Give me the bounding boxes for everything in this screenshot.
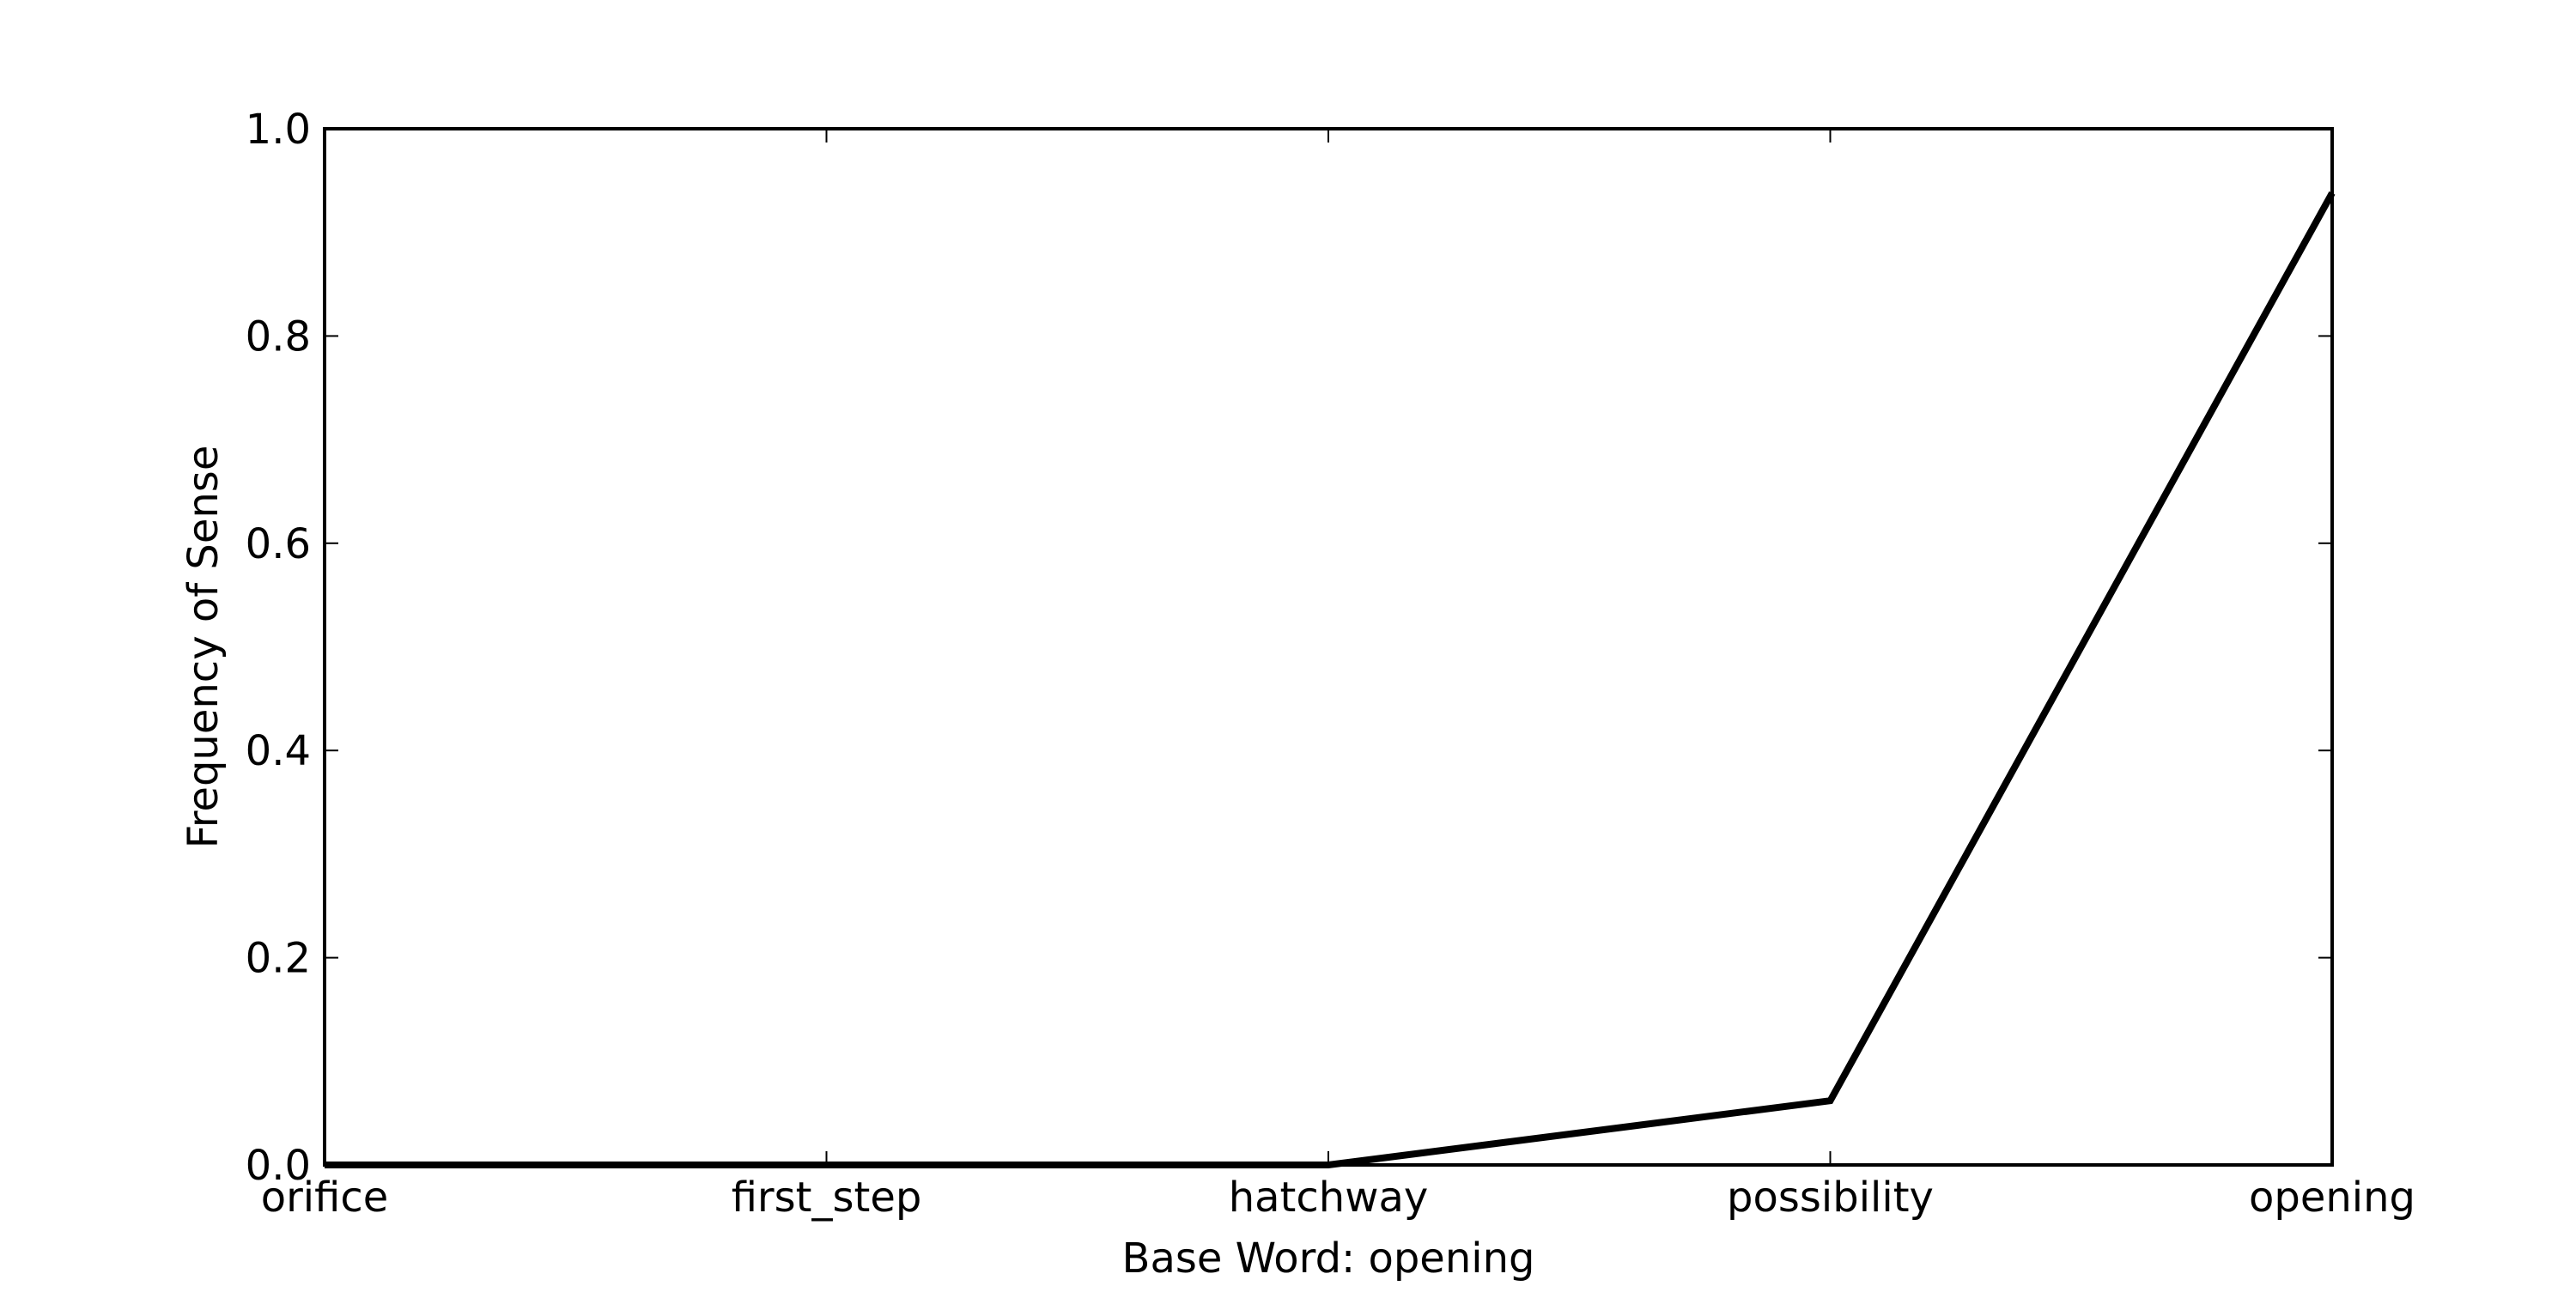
x-tick-label: hatchway [1229,1174,1429,1222]
plot-area-frame [323,127,2334,1167]
y-axis-title: Frequency of Sense [179,446,228,849]
y-tick-label: 0.2 [246,935,311,983]
x-tick-label: possibility [1727,1174,1934,1222]
x-tick-label: opening [2249,1174,2415,1222]
y-tick-label: 1.0 [246,106,311,154]
axis-ticks [324,128,2333,1166]
x-tick-label: orifice [261,1174,389,1222]
x-tick-label: first_step [732,1174,922,1222]
tick-labels: orifice first_step hatchway possibility open… [246,106,2415,1222]
y-tick-label: 0.0 [246,1142,311,1190]
y-tick-label: 0.4 [246,727,311,775]
y-tick-label: 0.6 [246,520,311,568]
series-line [325,191,2336,1168]
y-tick-label: 0.8 [246,312,311,361]
x-axis-title: Base Word: opening [1122,1234,1535,1283]
